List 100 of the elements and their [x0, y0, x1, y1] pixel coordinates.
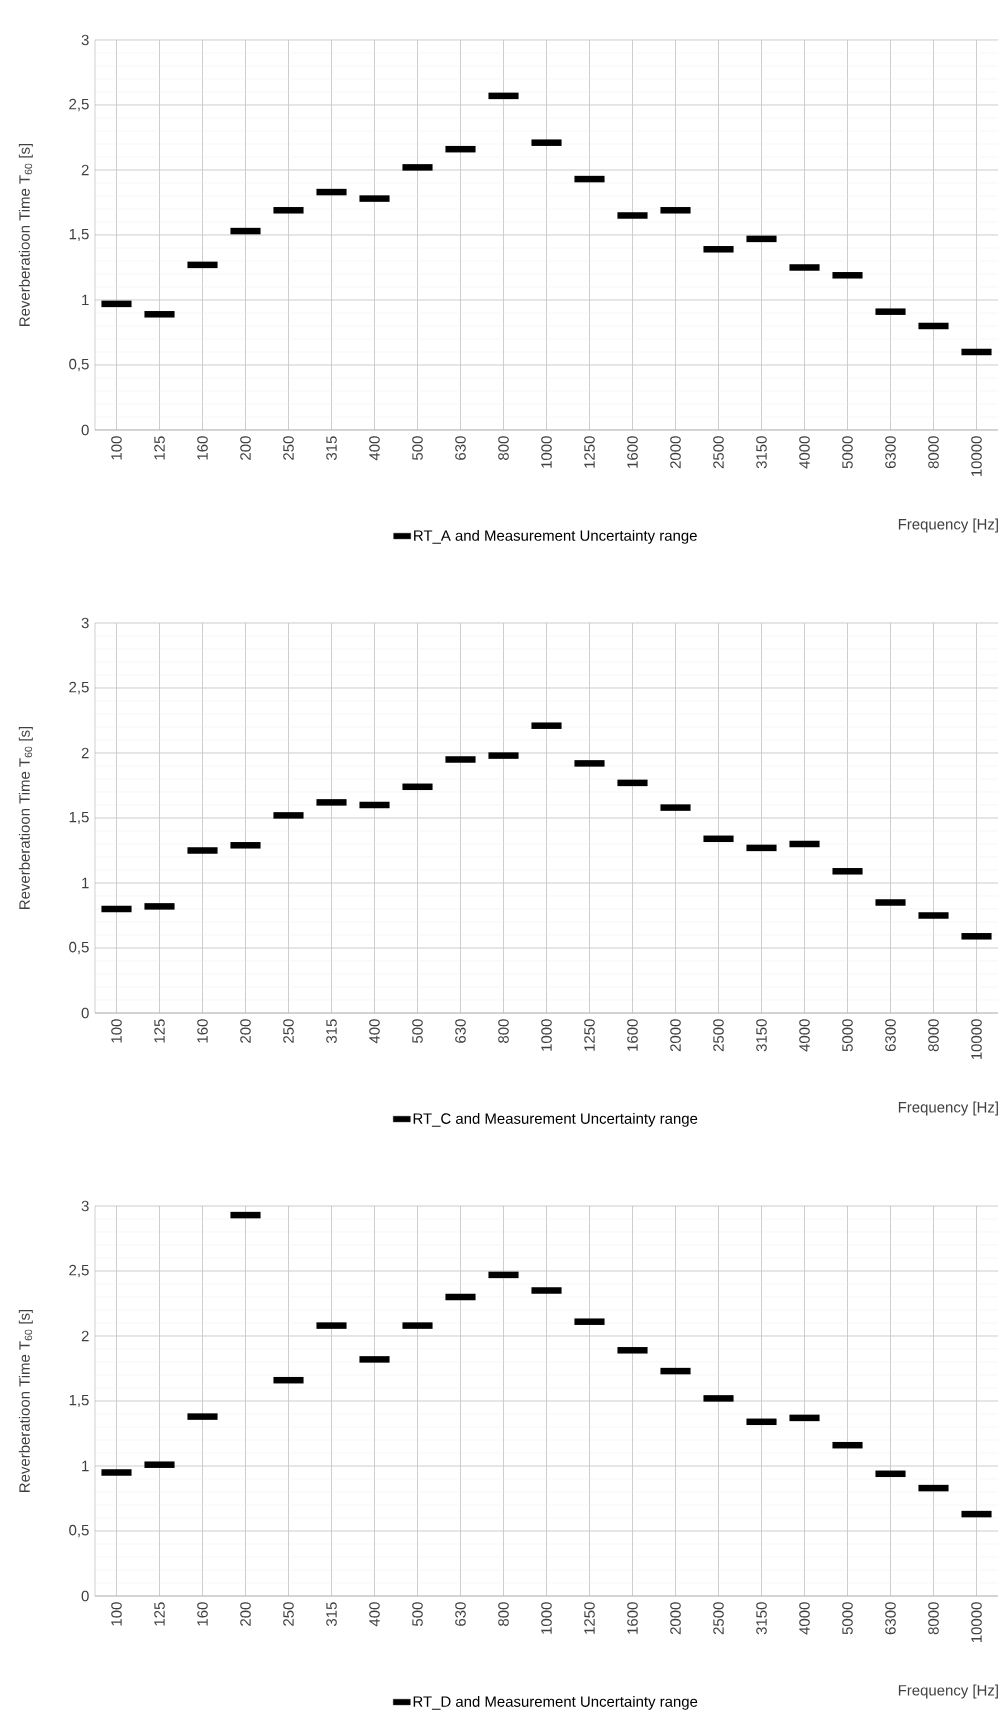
- bar: [660, 207, 691, 214]
- x-axis-title: Frequency [Hz]: [898, 1684, 998, 1699]
- bar: [789, 1414, 820, 1422]
- bar: [144, 903, 175, 910]
- x-tick-label: 10000: [971, 1602, 982, 1643]
- x-tick-label: 8000: [928, 1019, 939, 1052]
- bar: [875, 308, 906, 315]
- x-tick-label: 1600: [627, 1602, 638, 1634]
- bar: [703, 1395, 734, 1402]
- x-tick-label: 5000: [842, 1602, 853, 1635]
- bar: [875, 1470, 906, 1478]
- x-tick-label: 8000: [928, 436, 939, 469]
- bar: [101, 905, 132, 913]
- x-tick-label: 10000: [971, 1019, 982, 1060]
- bar: [660, 1367, 691, 1375]
- x-tick-label: 160: [197, 436, 208, 460]
- y-tick-label: 2,5: [69, 681, 89, 695]
- x-tick-label: 315: [326, 436, 337, 460]
- bar: [445, 1293, 476, 1301]
- y-tick-label: 2,5: [69, 98, 89, 112]
- legend-label: RT_A and Measurement Uncertainty range: [414, 529, 697, 544]
- x-tick-label: 630: [455, 1019, 466, 1043]
- x-tick-label: 2500: [713, 1019, 724, 1052]
- x-tick-label: 400: [369, 436, 380, 461]
- bar: [918, 322, 949, 330]
- x-tick-label: 160: [197, 1602, 208, 1626]
- bar: [316, 799, 347, 806]
- x-tick-label: 2500: [713, 1602, 724, 1635]
- x-tick-label: 200: [240, 1602, 251, 1626]
- x-tick-label: 250: [283, 1602, 294, 1626]
- y-tick-label: 0: [81, 1590, 89, 1602]
- bar: [746, 1418, 777, 1426]
- x-tick-label: 250: [283, 1019, 294, 1043]
- bar: [273, 207, 304, 214]
- bar: [359, 195, 390, 202]
- x-tick-label: 1000: [541, 1019, 552, 1051]
- x-tick-label: 4000: [799, 1019, 810, 1052]
- bar: [316, 1322, 347, 1329]
- bar: [918, 912, 949, 919]
- bar: [359, 801, 390, 809]
- y-tick-label: 3: [81, 617, 89, 629]
- x-tick-label: 1600: [627, 1019, 638, 1051]
- y-tick-label: 2: [81, 164, 89, 176]
- bar: [531, 1287, 562, 1294]
- x-tick-label: 100: [111, 1602, 122, 1626]
- x-tick-label: 315: [326, 1602, 337, 1627]
- bar: [273, 1376, 304, 1384]
- y-axis-title: Reverberatioon Time T$_{60}$ [s]: [18, 726, 33, 909]
- bar: [531, 722, 562, 729]
- bar: [574, 1318, 605, 1325]
- bar: [101, 300, 132, 308]
- bar: [273, 812, 304, 819]
- x-tick-label: 100: [111, 1019, 122, 1043]
- x-tick-label: 500: [412, 1602, 423, 1626]
- x-tick-label: 3150: [756, 436, 767, 469]
- x-tick-label: 1000: [541, 1602, 552, 1634]
- y-tick-label: 1,5: [69, 811, 89, 825]
- bar: [187, 847, 218, 854]
- y-tick-label: 0,5: [69, 1524, 89, 1538]
- x-tick-label: 10000: [971, 436, 982, 477]
- x-axis-title: Frequency [Hz]: [898, 1101, 998, 1116]
- x-tick-label: 1250: [584, 436, 595, 468]
- x-tick-label: 8000: [928, 1602, 939, 1635]
- bar: [832, 868, 863, 875]
- x-tick-label: 6300: [885, 436, 896, 469]
- x-axis-title: Frequency [Hz]: [898, 518, 998, 533]
- bar: [402, 164, 433, 171]
- y-tick-label: 0: [81, 424, 89, 436]
- x-tick-label: 100: [111, 436, 122, 460]
- bar: [488, 752, 519, 759]
- bar: [144, 311, 175, 318]
- y-axis-title: Reverberatioon Time T$_{60}$ [s]: [18, 143, 33, 326]
- x-tick-label: 800: [498, 436, 509, 460]
- bar: [445, 756, 476, 763]
- y-tick-label: 0,5: [69, 941, 89, 955]
- x-tick-label: 6300: [885, 1602, 896, 1635]
- x-tick-label: 2000: [670, 436, 681, 469]
- bar: [359, 1356, 390, 1363]
- bar: [531, 139, 562, 146]
- x-tick-label: 400: [369, 1602, 380, 1627]
- x-tick-label: 630: [455, 436, 466, 460]
- y-tick-label: 1: [82, 1460, 89, 1472]
- bar: [789, 840, 820, 848]
- y-tick-label: 1: [82, 877, 89, 889]
- bar: [832, 1441, 863, 1449]
- x-tick-label: 800: [498, 1019, 509, 1043]
- x-tick-label: 4000: [799, 1602, 810, 1635]
- y-tick-label: 2: [81, 747, 89, 759]
- y-tick-label: 1: [82, 294, 89, 306]
- x-tick-label: 630: [455, 1602, 466, 1626]
- x-tick-label: 5000: [842, 436, 853, 469]
- x-tick-label: 500: [412, 436, 423, 460]
- x-tick-label: 315: [326, 1019, 337, 1044]
- y-tick-label: 1,5: [69, 1394, 89, 1408]
- x-tick-label: 125: [154, 436, 165, 460]
- bar: [832, 272, 863, 279]
- bar: [230, 842, 261, 849]
- x-tick-label: 1250: [584, 1602, 595, 1634]
- x-tick-label: 2000: [670, 1602, 681, 1635]
- bar: [230, 1211, 261, 1219]
